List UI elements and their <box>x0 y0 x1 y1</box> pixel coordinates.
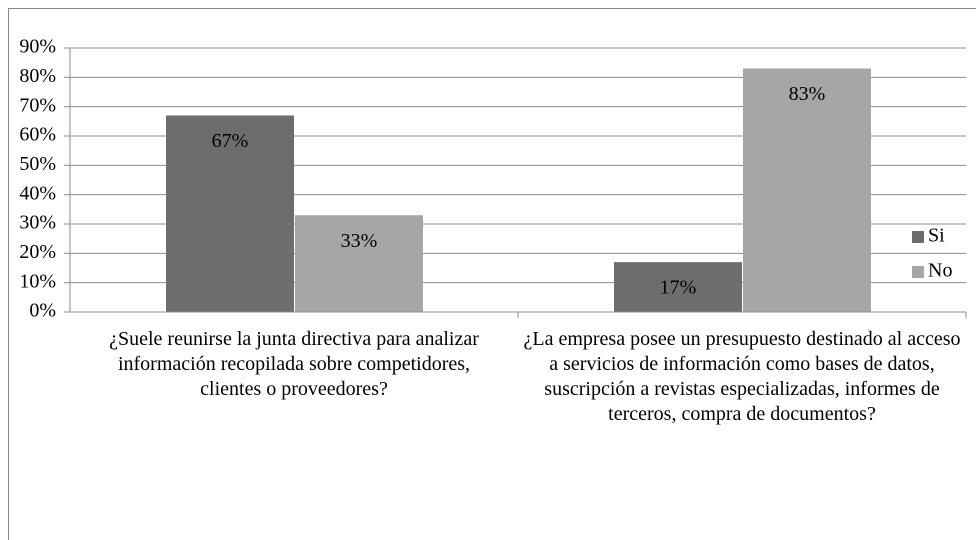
value-label: 33% <box>341 230 378 252</box>
y-tick-label: 0% <box>29 300 56 322</box>
value-label: 67% <box>212 130 249 152</box>
bar <box>295 215 423 312</box>
legend-label: No <box>928 260 952 282</box>
legend-label: Si <box>928 225 945 247</box>
y-tick-label: 50% <box>19 153 56 175</box>
y-tick-label: 90% <box>19 36 56 58</box>
bar <box>166 115 294 312</box>
value-label: 83% <box>789 83 826 105</box>
chart-border <box>8 8 976 540</box>
y-tick-label: 70% <box>19 94 56 116</box>
bar <box>743 68 871 313</box>
x-tick-label: ¿Suele reunirse la junta directiva para … <box>109 328 479 400</box>
legend-swatch <box>912 231 924 243</box>
y-tick-label: 10% <box>19 270 56 292</box>
y-tick-label: 80% <box>19 65 56 87</box>
legend-swatch <box>912 266 924 278</box>
y-tick-label: 20% <box>19 241 56 263</box>
y-tick-label: 30% <box>19 212 56 234</box>
bar <box>614 262 742 312</box>
y-tick-label: 60% <box>19 124 56 146</box>
value-label: 17% <box>660 277 697 299</box>
x-tick-label: ¿La empresa posee un presupuesto destina… <box>523 328 961 425</box>
y-tick-label: 40% <box>19 182 56 204</box>
